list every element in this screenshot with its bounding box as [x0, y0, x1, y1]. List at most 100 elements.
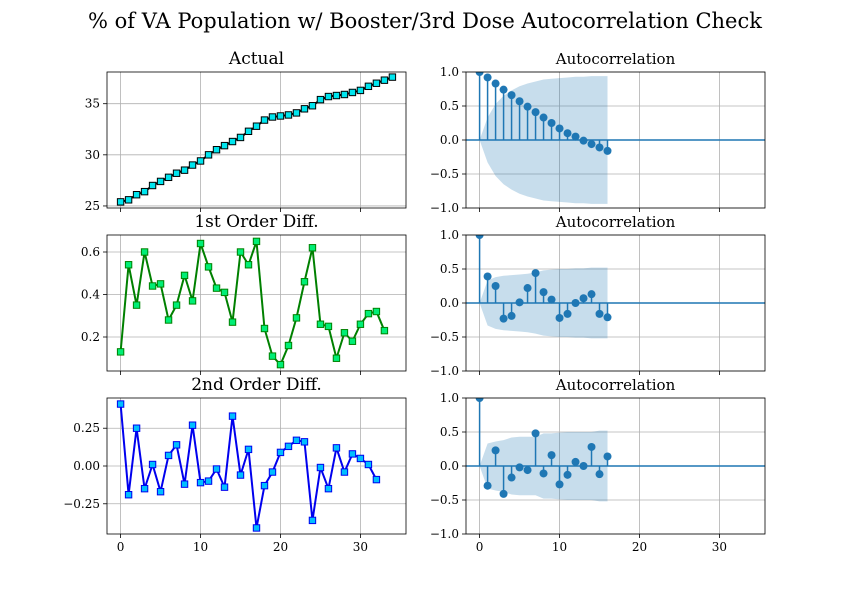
data-point [164, 451, 173, 460]
acf-point [523, 102, 532, 111]
panel-title: 1st Order Diff. [194, 212, 318, 232]
data-point [180, 271, 189, 280]
data-point [308, 244, 317, 252]
acf-point [587, 290, 596, 299]
data-point [252, 524, 261, 532]
acf-point [483, 73, 492, 82]
data-point [372, 307, 381, 316]
data-point [268, 468, 277, 476]
data-point [204, 263, 213, 271]
data-point [252, 122, 261, 130]
data-point [236, 248, 245, 256]
data-point [132, 191, 141, 199]
y-tick-label: −1.0 [430, 527, 459, 541]
y-tick-label: 1.0 [440, 391, 459, 405]
acf-point [571, 299, 580, 307]
acf-point [499, 85, 508, 94]
acf-point [523, 466, 532, 475]
data-point [332, 444, 341, 452]
data-point [204, 477, 213, 485]
data-point [276, 360, 285, 369]
acf-point [515, 463, 524, 472]
acf-point [531, 108, 540, 117]
data-point [364, 309, 373, 318]
acf-point [531, 269, 540, 278]
acf-point [563, 470, 572, 479]
data-point [172, 301, 181, 309]
x-tick-label: 20 [273, 540, 288, 554]
data-point [156, 280, 165, 288]
data-point [388, 73, 397, 81]
y-tick-label: −1.0 [430, 364, 459, 378]
chart-panel-6: Autocorrelation 0 10 20 30 −1.0 −0.5 0.0 0.5 1.0 [430, 376, 766, 554]
data-point [204, 151, 213, 159]
acf-point [547, 295, 556, 304]
data-point [140, 187, 149, 196]
acf-point [531, 429, 540, 438]
y-tick-label: 0.5 [440, 425, 459, 439]
acf-point [547, 451, 556, 460]
y-tick-label: 0.4 [81, 288, 100, 302]
data-point [140, 248, 149, 256]
gridlines [107, 398, 406, 534]
acf-point [587, 140, 596, 149]
acf-point [579, 462, 588, 470]
data-point [372, 79, 381, 87]
data-point [180, 480, 189, 488]
x-tick-label: 10 [193, 540, 208, 554]
axes-frame [106, 71, 407, 209]
x-tick-label: 20 [632, 540, 647, 554]
data-point [356, 86, 365, 95]
acf-point [475, 398, 484, 402]
data-point [148, 460, 157, 469]
data-point [196, 157, 205, 165]
acf-point [539, 288, 548, 297]
data-point [340, 468, 349, 476]
data-point [260, 481, 269, 490]
y-tick-label: 0.00 [73, 459, 100, 473]
data-point [244, 445, 253, 454]
data-point [124, 261, 133, 269]
data-point [300, 105, 309, 113]
acf-point [555, 480, 564, 489]
plot-area [466, 72, 765, 204]
y-tick-label: −0.25 [63, 497, 100, 511]
data-point [172, 441, 181, 449]
acf-point [483, 272, 492, 281]
chart-panel-3: 1st Order Diff. 0.2 0.4 0.6 [81, 212, 407, 375]
data-point [116, 198, 125, 206]
data-point [356, 320, 365, 328]
data-point [340, 329, 349, 337]
y-tick-label: −0.5 [430, 330, 459, 344]
acf-point [603, 146, 612, 155]
gridlines [107, 72, 406, 208]
acf-point [547, 119, 556, 127]
y-tick-label: 25 [85, 199, 100, 213]
y-tick-label: 0.5 [440, 262, 459, 276]
data-point [220, 483, 229, 491]
data-point [340, 90, 349, 99]
y-tick-label: 0.5 [440, 99, 459, 113]
acf-point [475, 72, 484, 76]
data-point [252, 237, 261, 246]
chart-panel-4: Autocorrelation −1.0 −0.5 0.0 0.5 1.0 [430, 213, 766, 378]
data-point [188, 161, 197, 169]
data-point [196, 478, 205, 487]
acf-point [475, 235, 484, 239]
chart-panel-2: Autocorrelation −1.0 −0.5 0.0 0.5 1.0 [430, 50, 766, 215]
acf-point [603, 313, 612, 322]
data-point [380, 326, 389, 335]
data-point [348, 337, 357, 345]
acf-point [491, 446, 500, 455]
x-tick-label: 0 [476, 540, 484, 554]
data-point [372, 475, 381, 484]
chart-panel-1: Actual 25 30 35 [85, 49, 407, 213]
acf-point [595, 309, 604, 318]
acf-point [515, 298, 524, 307]
data-point [116, 348, 125, 356]
acf-point [491, 79, 500, 88]
data-point [380, 76, 389, 84]
data-point [324, 92, 333, 101]
data-point [268, 113, 277, 121]
y-tick-label: −0.5 [430, 493, 459, 507]
